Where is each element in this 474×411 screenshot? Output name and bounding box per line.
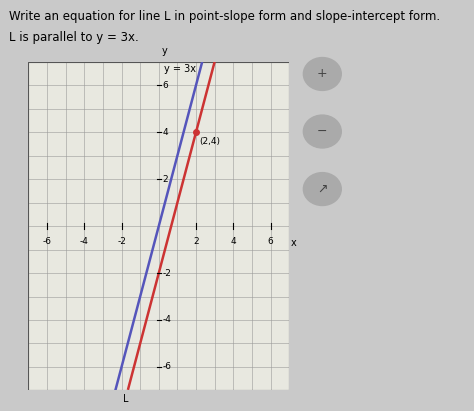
Text: L: L [123, 394, 128, 404]
Text: -4: -4 [80, 237, 89, 246]
Text: 6: 6 [268, 237, 273, 246]
Text: ↗: ↗ [317, 182, 328, 196]
Text: x: x [291, 238, 297, 248]
Text: 4: 4 [230, 237, 236, 246]
Text: -2: -2 [117, 237, 126, 246]
Text: 2: 2 [163, 175, 168, 184]
Text: +: + [317, 67, 328, 81]
Text: 4: 4 [163, 127, 168, 136]
Text: -4: -4 [163, 316, 172, 325]
Text: -6: -6 [163, 363, 172, 372]
Text: 6: 6 [163, 81, 168, 90]
Text: −: − [317, 125, 328, 138]
Text: y = 3x: y = 3x [164, 64, 196, 74]
Text: Write an equation for line L in point-slope form and slope-intercept form.: Write an equation for line L in point-sl… [9, 10, 441, 23]
Text: y: y [162, 46, 167, 56]
Text: -6: -6 [43, 237, 52, 246]
Text: (2,4): (2,4) [199, 137, 220, 146]
Text: L is parallel to y = 3x.: L is parallel to y = 3x. [9, 31, 139, 44]
Text: -2: -2 [163, 268, 172, 277]
Text: 2: 2 [193, 237, 199, 246]
